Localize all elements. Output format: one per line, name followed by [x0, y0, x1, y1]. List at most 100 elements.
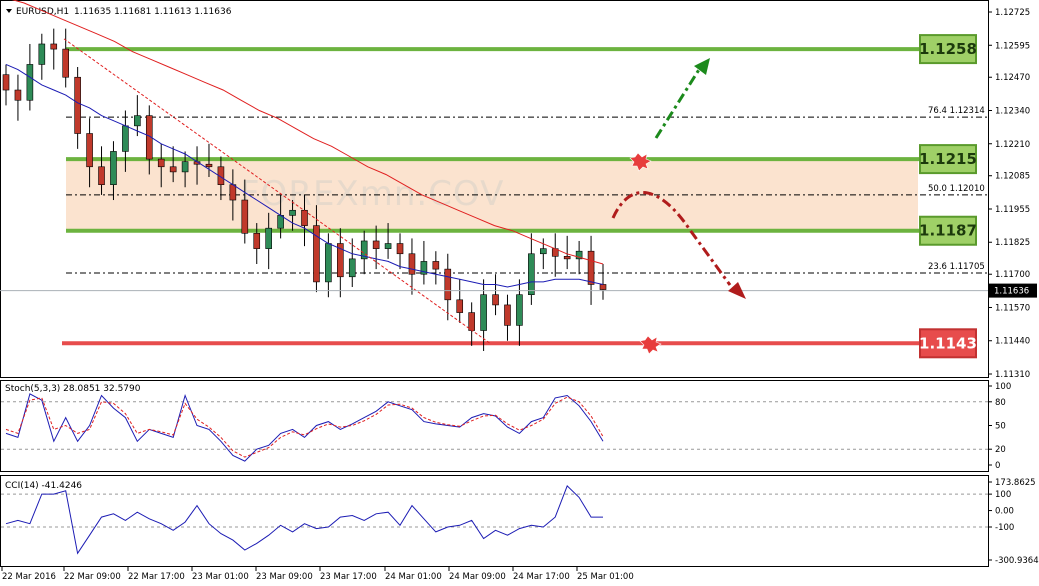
channel-line: [63, 38, 491, 344]
current-price-box: [989, 283, 1037, 298]
candle[interactable]: [456, 299, 464, 313]
cci-tick-label: -300.9364: [995, 556, 1039, 566]
candle[interactable]: [38, 43, 46, 65]
watermark: FOREXmn.COV: [240, 174, 504, 214]
price-tick-label: 1.11700: [995, 270, 1030, 280]
candle[interactable]: [2, 74, 10, 91]
candle[interactable]: [14, 89, 22, 101]
stoch-signal-line: [5, 396, 604, 458]
time-axis: 22 Mar 2016 22 Mar 09:00 22 Mar 17:00 23 Ma…: [1, 567, 634, 582]
stoch-title: Stoch(5,3,3) 28.0851 32.5790: [5, 384, 141, 394]
time-tick-label: 24 Mar 09:00: [449, 572, 506, 582]
stoch-tick-label: 20: [995, 445, 1006, 455]
candle[interactable]: [265, 227, 272, 249]
candle[interactable]: [145, 115, 153, 160]
candle[interactable]: [110, 151, 117, 185]
price-tick-label: 1.11310: [995, 370, 1030, 380]
price-tick-label: 1.12085: [995, 172, 1030, 182]
price-tick-label: 1.11825: [995, 238, 1030, 248]
candle[interactable]: [205, 163, 213, 168]
bullish-projection-arrow: [654, 67, 702, 139]
bearish-projection-arrow: [611, 191, 732, 286]
candle[interactable]: [26, 64, 34, 101]
candle[interactable]: [372, 240, 380, 249]
candle[interactable]: [360, 240, 368, 260]
stoch-main-line: [5, 393, 604, 462]
candle[interactable]: [408, 253, 416, 275]
bearish-arrowhead-icon: [728, 282, 746, 299]
candle[interactable]: [289, 209, 296, 216]
cci-panel[interactable]: [0, 475, 989, 567]
time-tick-label: 22 Mar 2016: [2, 572, 56, 582]
candle[interactable]: [169, 166, 177, 173]
price-tick-label: 1.12595: [995, 41, 1030, 51]
level-label: 1.1187: [919, 222, 977, 240]
level-box[interactable]: [919, 144, 977, 175]
candle[interactable]: [134, 115, 141, 127]
stoch-tick-label: 50: [995, 422, 1006, 432]
price-tick-label: 1.12725: [995, 8, 1030, 18]
candle[interactable]: [504, 304, 511, 326]
stoch-tick-label: 100: [995, 382, 1011, 392]
candle[interactable]: [396, 243, 404, 255]
candle[interactable]: [516, 294, 523, 326]
level-label: 1.1258: [919, 40, 977, 58]
candle[interactable]: [86, 133, 93, 168]
level-box[interactable]: [919, 34, 977, 65]
time-tick-label: 24 Mar 17:00: [513, 572, 570, 582]
candles-layer: [2, 28, 607, 351]
candle[interactable]: [313, 225, 320, 283]
candle[interactable]: [122, 125, 129, 152]
candle[interactable]: [74, 76, 81, 134]
candle[interactable]: [528, 253, 535, 295]
candle[interactable]: [241, 199, 249, 234]
candle[interactable]: [480, 294, 487, 331]
level-label: 1.1143: [919, 334, 977, 352]
candle[interactable]: [563, 256, 571, 260]
candle[interactable]: [301, 209, 308, 226]
level-box[interactable]: [919, 215, 977, 246]
time-tick-label: 22 Mar 09:00: [64, 572, 121, 582]
candle[interactable]: [253, 232, 261, 249]
candle[interactable]: [420, 261, 428, 275]
candle[interactable]: [50, 43, 58, 50]
candle[interactable]: [337, 243, 344, 278]
candle[interactable]: [575, 250, 583, 260]
ma-fast-line: [5, 63, 604, 288]
bullish-arrowhead-icon: [694, 58, 710, 75]
cci-tick-label: -100: [995, 523, 1014, 533]
candle[interactable]: [181, 161, 189, 173]
header-dropdown-icon[interactable]: [6, 9, 12, 13]
price-tick-label: 1.11440: [995, 337, 1030, 347]
stoch-panel[interactable]: [0, 380, 989, 472]
candle[interactable]: [325, 243, 332, 283]
stoch-layer: 100 80 50 20 0: [1, 382, 1011, 471]
candle[interactable]: [217, 166, 225, 185]
time-tick-label: 22 Mar 17:00: [128, 572, 185, 582]
candle[interactable]: [62, 48, 70, 78]
candle[interactable]: [432, 261, 440, 270]
candle[interactable]: [468, 312, 475, 331]
candle[interactable]: [384, 243, 392, 249]
price-tick-label: 1.12210: [995, 140, 1030, 150]
cci-title: CCI(14) -41.4246: [5, 481, 82, 491]
level-box[interactable]: [919, 328, 977, 359]
candle[interactable]: [348, 258, 356, 278]
candle[interactable]: [98, 166, 105, 185]
candle[interactable]: [587, 250, 595, 285]
time-tick-label: 23 Mar 09:00: [256, 572, 313, 582]
candle[interactable]: [539, 248, 547, 255]
ohlc-label: 1.11635 1.11681 1.11613 1.11636: [74, 7, 232, 17]
candle[interactable]: [444, 268, 452, 301]
candle[interactable]: [229, 184, 237, 201]
time-tick-label: 23 Mar 17:00: [320, 572, 377, 582]
price-tick-label: 1.11570: [995, 303, 1030, 313]
candle[interactable]: [599, 284, 607, 290]
cci-line: [5, 485, 603, 555]
price-tick-label: 1.12470: [995, 73, 1030, 83]
candle[interactable]: [157, 158, 165, 168]
symbol-label: EURUSD,H1: [16, 7, 69, 17]
fib-label: 23.6 1.11705: [928, 262, 985, 272]
candle[interactable]: [492, 294, 499, 306]
